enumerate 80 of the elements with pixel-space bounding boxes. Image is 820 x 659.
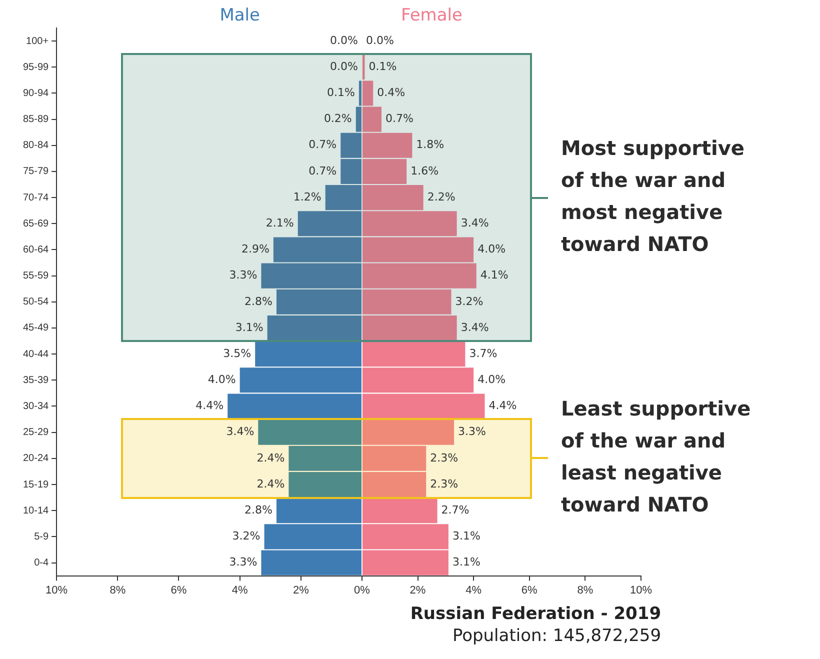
- y-tick-label: 10-14: [23, 505, 50, 516]
- data-label: 0.7%: [308, 164, 337, 178]
- y-tick-label: 70-74: [23, 192, 50, 204]
- data-label: 2.1%: [266, 216, 294, 230]
- data-label: 4.0%: [208, 373, 236, 386]
- y-tick-label: 30-34: [23, 400, 50, 412]
- text: Population: 145,872,259: [452, 626, 662, 646]
- data-label: 3.2%: [232, 530, 260, 543]
- x-tick-label: 2%: [410, 584, 426, 596]
- data-label: 2.4%: [256, 477, 285, 490]
- y-tick-label: 95-99: [23, 62, 50, 73]
- text: Female: [401, 5, 462, 26]
- data-label: 1.6%: [410, 164, 439, 178]
- y-tick-label: 80-84: [23, 140, 50, 152]
- data-label: 3.4%: [460, 216, 489, 230]
- data-label: 2.2%: [427, 190, 456, 204]
- data-label: 0.0%: [366, 34, 394, 47]
- y-tick-label: 5-9: [34, 531, 50, 542]
- data-label: 4.4%: [196, 399, 224, 412]
- data-label: 4.4%: [488, 399, 517, 412]
- data-label: 0.0%: [330, 34, 358, 47]
- data-label: 3.3%: [229, 268, 258, 282]
- y-tick-label: 25-29: [23, 427, 50, 438]
- y-tick-label: 50-54: [23, 296, 50, 308]
- data-label: 2.4%: [256, 451, 285, 464]
- data-label: 3.2%: [455, 294, 484, 308]
- data-label: 2.7%: [441, 503, 470, 516]
- data-label: 3.1%: [452, 530, 480, 543]
- data-label: 0.0%: [330, 60, 358, 73]
- text: Russian Federation - 2019: [410, 604, 662, 624]
- data-label: 0.4%: [377, 86, 406, 100]
- data-label: 3.4%: [460, 320, 489, 334]
- data-label: 0.7%: [308, 138, 337, 152]
- x-tick-label: 2%: [292, 584, 310, 596]
- data-label: 4.0%: [478, 242, 506, 256]
- data-label: 0.2%: [324, 112, 352, 126]
- data-label: 0.1%: [368, 60, 397, 73]
- x-tick-label: 6%: [521, 584, 538, 596]
- y-tick-label: 60-64: [23, 244, 50, 256]
- data-label: 2.3%: [430, 451, 458, 464]
- data-label: 3.5%: [223, 346, 252, 360]
- data-label: 3.1%: [452, 556, 480, 569]
- x-tick-label: 10%: [630, 584, 652, 596]
- y-tick-label: 85-89: [23, 114, 50, 126]
- y-tick-label: 90-94: [23, 88, 50, 99]
- data-label: 1.8%: [416, 138, 444, 152]
- x-tick-label: 10%: [46, 584, 68, 596]
- y-tick-label: 100+: [26, 36, 49, 47]
- data-label: 3.3%: [458, 425, 486, 438]
- data-label: 2.9%: [241, 242, 270, 256]
- data-label: 2.8%: [244, 503, 272, 516]
- x-tick-label: 8%: [110, 584, 126, 596]
- data-label: 3.4%: [226, 425, 254, 438]
- y-tick-label: 40-44: [23, 348, 50, 360]
- data-label: 3.1%: [235, 320, 264, 334]
- y-tick-label: 15-19: [23, 479, 50, 490]
- band-label: Most supportive of the war and most negative toward NATO: [561, 136, 745, 256]
- data-label: 0.1%: [326, 86, 355, 100]
- data-label: 3.7%: [469, 346, 498, 360]
- y-tick-label: 45-49: [23, 322, 50, 334]
- data-label: 3.3%: [229, 556, 258, 569]
- x-tick-label: 6%: [170, 584, 187, 596]
- y-tick-label: 20-24: [23, 453, 50, 464]
- y-tick-label: 75-79: [23, 166, 50, 178]
- y-tick-label: 55-59: [23, 270, 50, 282]
- x-tick-label: 4%: [232, 584, 248, 596]
- text: Male: [220, 5, 260, 26]
- data-label: 2.8%: [244, 294, 272, 308]
- data-label: 4.1%: [480, 268, 508, 282]
- band-label: Least supportive of the war and least negative toward NATO: [561, 396, 751, 517]
- x-tick-label: 4%: [466, 584, 482, 596]
- data-label: 4.0%: [478, 373, 506, 386]
- y-tick-label: 0-4: [34, 558, 50, 569]
- data-label: 2.3%: [430, 477, 458, 490]
- data-label: 0.7%: [386, 112, 414, 126]
- x-tick-label: 0%: [354, 584, 370, 596]
- data-label: 1.2%: [293, 190, 322, 204]
- y-tick-label: 65-69: [23, 218, 50, 230]
- y-tick-label: 35-39: [23, 374, 50, 386]
- x-tick-label: 8%: [577, 584, 594, 596]
